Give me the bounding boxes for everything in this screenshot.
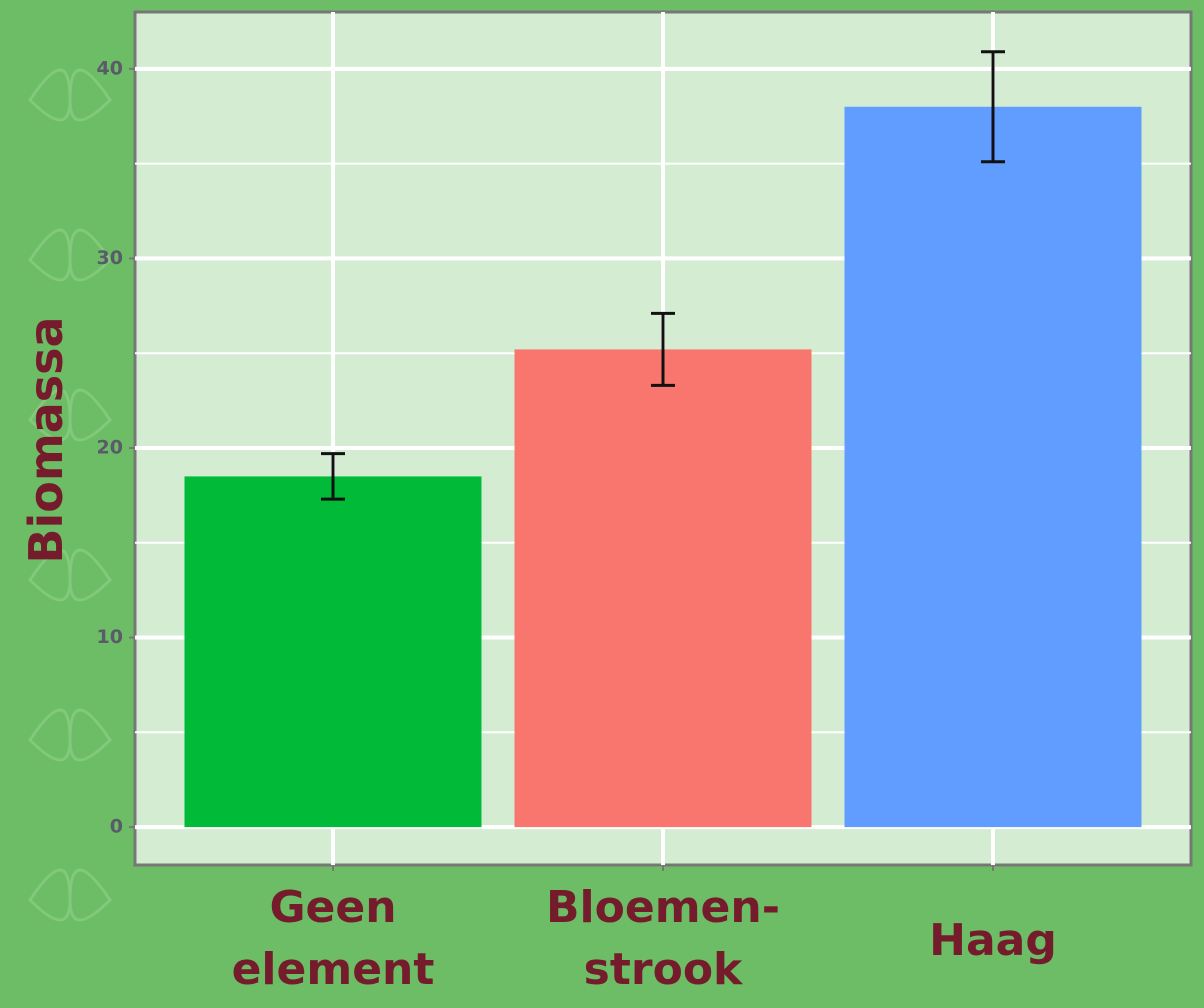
error-bar — [321, 452, 345, 501]
bar — [514, 349, 812, 828]
error-bar — [651, 311, 675, 387]
x-tick-label: Geen element — [232, 882, 435, 995]
x-tick-label-line: Bloemen- — [546, 882, 780, 933]
x-tick-label: Bloemen-strook — [546, 882, 780, 995]
x-tick-label-line: Geen — [269, 882, 396, 933]
y-tick-label: 20 — [97, 436, 123, 458]
x-tick-label-line: element — [232, 944, 435, 995]
y-tick-label: 30 — [97, 247, 123, 269]
bar — [844, 106, 1142, 828]
bar — [184, 476, 482, 828]
y-tick-label: 0 — [110, 816, 123, 838]
background-pattern — [28, 68, 112, 922]
x-tick-label-line: Haag — [929, 915, 1057, 966]
y-tick-label: 10 — [97, 626, 123, 648]
y-tick-label: 40 — [97, 57, 123, 79]
x-tick-label: Haag — [929, 915, 1057, 966]
error-bar — [981, 50, 1005, 164]
x-tick-label-line: strook — [584, 944, 744, 995]
y-axis-label: Biomassa — [19, 316, 73, 563]
